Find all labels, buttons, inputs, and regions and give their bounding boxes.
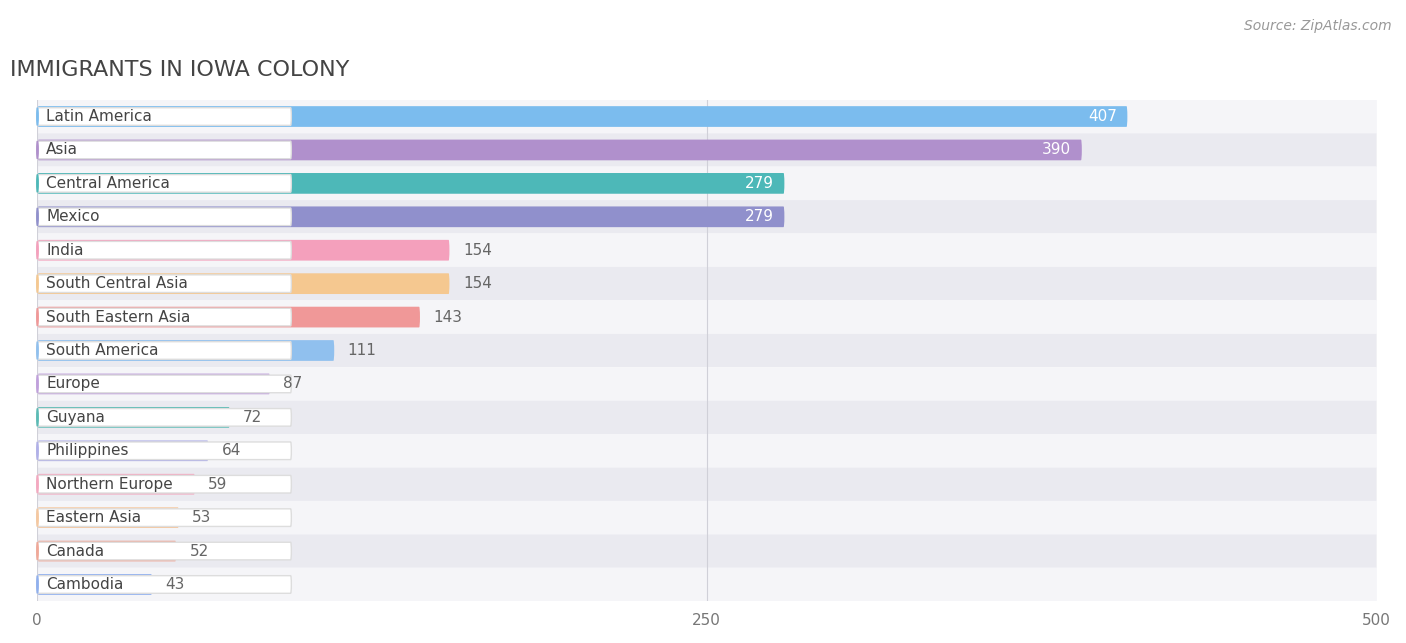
Text: Asia: Asia <box>46 143 79 158</box>
FancyBboxPatch shape <box>37 200 1376 233</box>
Text: 154: 154 <box>463 242 492 258</box>
FancyBboxPatch shape <box>37 141 291 159</box>
FancyBboxPatch shape <box>38 173 785 194</box>
Text: 111: 111 <box>347 343 377 358</box>
Text: South America: South America <box>46 343 159 358</box>
FancyBboxPatch shape <box>37 334 1376 367</box>
FancyBboxPatch shape <box>37 408 291 426</box>
Circle shape <box>37 575 38 593</box>
FancyBboxPatch shape <box>37 367 1376 401</box>
Text: 279: 279 <box>745 176 773 191</box>
Text: 87: 87 <box>284 376 302 392</box>
Text: 390: 390 <box>1042 143 1071 158</box>
Text: India: India <box>46 242 84 258</box>
Text: South Eastern Asia: South Eastern Asia <box>46 309 191 325</box>
Circle shape <box>37 241 38 259</box>
FancyBboxPatch shape <box>37 534 1376 568</box>
FancyBboxPatch shape <box>38 440 208 461</box>
Text: 52: 52 <box>190 543 208 559</box>
Circle shape <box>37 509 38 527</box>
FancyBboxPatch shape <box>37 300 1376 334</box>
Text: 64: 64 <box>222 443 240 458</box>
Text: 279: 279 <box>745 210 773 224</box>
FancyBboxPatch shape <box>38 273 450 294</box>
Text: South Central Asia: South Central Asia <box>46 276 188 291</box>
FancyBboxPatch shape <box>37 308 291 326</box>
Circle shape <box>37 308 38 326</box>
FancyBboxPatch shape <box>38 541 176 561</box>
Circle shape <box>37 375 38 393</box>
Circle shape <box>37 475 38 493</box>
Text: Source: ZipAtlas.com: Source: ZipAtlas.com <box>1244 19 1392 33</box>
Text: 59: 59 <box>208 476 228 492</box>
FancyBboxPatch shape <box>37 267 1376 300</box>
Circle shape <box>37 208 38 226</box>
Text: Guyana: Guyana <box>46 410 105 425</box>
Text: Eastern Asia: Eastern Asia <box>46 510 142 525</box>
FancyBboxPatch shape <box>38 240 450 260</box>
FancyBboxPatch shape <box>37 467 1376 501</box>
FancyBboxPatch shape <box>38 574 152 595</box>
FancyBboxPatch shape <box>37 509 291 527</box>
Text: 53: 53 <box>193 510 211 525</box>
FancyBboxPatch shape <box>38 340 335 361</box>
FancyBboxPatch shape <box>38 206 785 227</box>
FancyBboxPatch shape <box>37 100 1376 133</box>
Text: Cambodia: Cambodia <box>46 577 124 592</box>
Circle shape <box>37 275 38 293</box>
Text: Central America: Central America <box>46 176 170 191</box>
FancyBboxPatch shape <box>37 233 1376 267</box>
FancyBboxPatch shape <box>38 407 229 428</box>
FancyBboxPatch shape <box>37 375 291 393</box>
FancyBboxPatch shape <box>37 275 291 293</box>
FancyBboxPatch shape <box>37 167 1376 200</box>
Circle shape <box>37 442 38 460</box>
Circle shape <box>37 408 38 426</box>
FancyBboxPatch shape <box>37 501 1376 534</box>
Text: Latin America: Latin America <box>46 109 152 124</box>
FancyBboxPatch shape <box>37 542 291 560</box>
Text: 407: 407 <box>1088 109 1116 124</box>
FancyBboxPatch shape <box>38 307 420 327</box>
FancyBboxPatch shape <box>37 434 1376 467</box>
Text: Europe: Europe <box>46 376 100 392</box>
FancyBboxPatch shape <box>37 241 291 259</box>
Circle shape <box>37 341 38 359</box>
Text: Mexico: Mexico <box>46 210 100 224</box>
Circle shape <box>37 108 38 125</box>
Text: Northern Europe: Northern Europe <box>46 476 173 492</box>
Text: Canada: Canada <box>46 543 104 559</box>
FancyBboxPatch shape <box>37 475 291 493</box>
FancyBboxPatch shape <box>37 208 291 226</box>
Text: Philippines: Philippines <box>46 443 129 458</box>
Circle shape <box>37 174 38 192</box>
Circle shape <box>37 542 38 560</box>
Text: 143: 143 <box>433 309 463 325</box>
Text: 43: 43 <box>166 577 184 592</box>
FancyBboxPatch shape <box>37 568 1376 601</box>
FancyBboxPatch shape <box>37 108 291 125</box>
FancyBboxPatch shape <box>37 401 1376 434</box>
FancyBboxPatch shape <box>37 174 291 192</box>
Circle shape <box>37 141 38 159</box>
FancyBboxPatch shape <box>37 341 291 359</box>
FancyBboxPatch shape <box>38 106 1128 127</box>
FancyBboxPatch shape <box>37 442 291 460</box>
FancyBboxPatch shape <box>38 374 270 394</box>
Text: 72: 72 <box>243 410 263 425</box>
FancyBboxPatch shape <box>38 474 195 494</box>
FancyBboxPatch shape <box>38 507 179 528</box>
FancyBboxPatch shape <box>37 133 1376 167</box>
FancyBboxPatch shape <box>38 140 1081 160</box>
Text: IMMIGRANTS IN IOWA COLONY: IMMIGRANTS IN IOWA COLONY <box>10 60 349 80</box>
Text: 154: 154 <box>463 276 492 291</box>
FancyBboxPatch shape <box>37 575 291 593</box>
